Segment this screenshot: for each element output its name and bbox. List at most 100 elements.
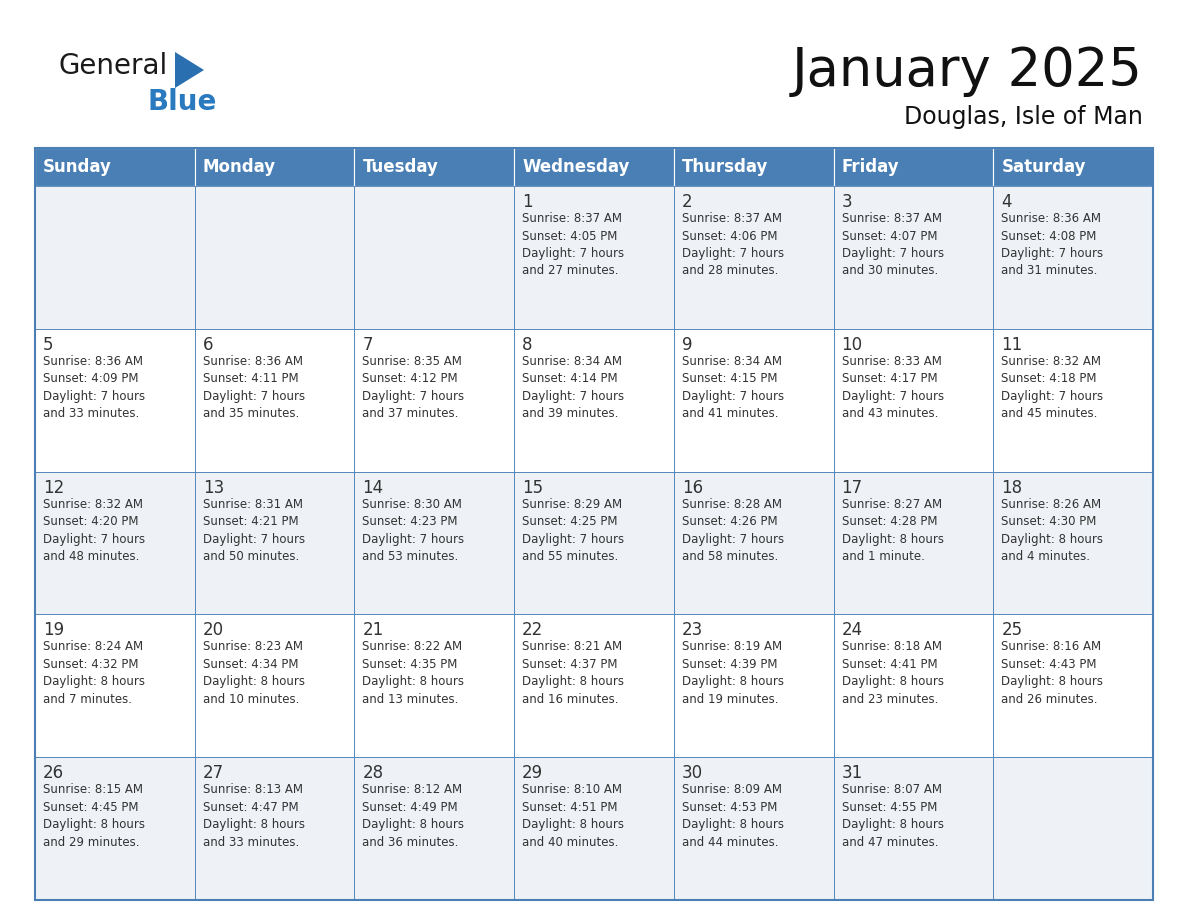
Bar xyxy=(514,148,674,186)
Text: 5: 5 xyxy=(43,336,53,353)
Text: 15: 15 xyxy=(523,478,543,497)
Bar xyxy=(834,148,993,186)
Bar xyxy=(514,329,674,472)
Text: 24: 24 xyxy=(841,621,862,640)
Text: 13: 13 xyxy=(203,478,225,497)
Text: Sunrise: 8:12 AM
Sunset: 4:49 PM
Daylight: 8 hours
and 36 minutes.: Sunrise: 8:12 AM Sunset: 4:49 PM Dayligh… xyxy=(362,783,465,849)
Bar xyxy=(34,148,1154,900)
Text: 19: 19 xyxy=(43,621,64,640)
Text: Sunrise: 8:15 AM
Sunset: 4:45 PM
Daylight: 8 hours
and 29 minutes.: Sunrise: 8:15 AM Sunset: 4:45 PM Dayligh… xyxy=(43,783,145,849)
Text: Sunrise: 8:34 AM
Sunset: 4:15 PM
Daylight: 7 hours
and 41 minutes.: Sunrise: 8:34 AM Sunset: 4:15 PM Dayligh… xyxy=(682,354,784,420)
Text: Sunrise: 8:36 AM
Sunset: 4:08 PM
Daylight: 7 hours
and 31 minutes.: Sunrise: 8:36 AM Sunset: 4:08 PM Dayligh… xyxy=(1001,212,1104,277)
Bar xyxy=(514,472,674,614)
Bar xyxy=(34,472,195,614)
Bar xyxy=(674,148,834,186)
Bar xyxy=(354,329,514,472)
Polygon shape xyxy=(175,52,204,88)
Bar xyxy=(993,757,1154,900)
Text: 2: 2 xyxy=(682,193,693,211)
Text: 4: 4 xyxy=(1001,193,1012,211)
Text: Sunrise: 8:09 AM
Sunset: 4:53 PM
Daylight: 8 hours
and 44 minutes.: Sunrise: 8:09 AM Sunset: 4:53 PM Dayligh… xyxy=(682,783,784,849)
Text: Sunrise: 8:16 AM
Sunset: 4:43 PM
Daylight: 8 hours
and 26 minutes.: Sunrise: 8:16 AM Sunset: 4:43 PM Dayligh… xyxy=(1001,641,1104,706)
Text: Sunrise: 8:37 AM
Sunset: 4:06 PM
Daylight: 7 hours
and 28 minutes.: Sunrise: 8:37 AM Sunset: 4:06 PM Dayligh… xyxy=(682,212,784,277)
Bar xyxy=(195,757,354,900)
Bar xyxy=(354,148,514,186)
Text: Sunrise: 8:24 AM
Sunset: 4:32 PM
Daylight: 8 hours
and 7 minutes.: Sunrise: 8:24 AM Sunset: 4:32 PM Dayligh… xyxy=(43,641,145,706)
Text: Sunrise: 8:21 AM
Sunset: 4:37 PM
Daylight: 8 hours
and 16 minutes.: Sunrise: 8:21 AM Sunset: 4:37 PM Dayligh… xyxy=(523,641,624,706)
Text: Sunrise: 8:28 AM
Sunset: 4:26 PM
Daylight: 7 hours
and 58 minutes.: Sunrise: 8:28 AM Sunset: 4:26 PM Dayligh… xyxy=(682,498,784,563)
Text: Sunrise: 8:36 AM
Sunset: 4:11 PM
Daylight: 7 hours
and 35 minutes.: Sunrise: 8:36 AM Sunset: 4:11 PM Dayligh… xyxy=(203,354,305,420)
Text: Sunday: Sunday xyxy=(43,158,112,176)
Bar xyxy=(674,472,834,614)
Text: 31: 31 xyxy=(841,764,862,782)
Bar xyxy=(195,472,354,614)
Text: Tuesday: Tuesday xyxy=(362,158,438,176)
Bar xyxy=(834,472,993,614)
Text: 20: 20 xyxy=(203,621,223,640)
Text: Sunrise: 8:19 AM
Sunset: 4:39 PM
Daylight: 8 hours
and 19 minutes.: Sunrise: 8:19 AM Sunset: 4:39 PM Dayligh… xyxy=(682,641,784,706)
Bar xyxy=(674,614,834,757)
Text: Sunrise: 8:18 AM
Sunset: 4:41 PM
Daylight: 8 hours
and 23 minutes.: Sunrise: 8:18 AM Sunset: 4:41 PM Dayligh… xyxy=(841,641,943,706)
Text: Sunrise: 8:37 AM
Sunset: 4:07 PM
Daylight: 7 hours
and 30 minutes.: Sunrise: 8:37 AM Sunset: 4:07 PM Dayligh… xyxy=(841,212,943,277)
Text: 23: 23 xyxy=(682,621,703,640)
Text: Sunrise: 8:32 AM
Sunset: 4:18 PM
Daylight: 7 hours
and 45 minutes.: Sunrise: 8:32 AM Sunset: 4:18 PM Dayligh… xyxy=(1001,354,1104,420)
Bar xyxy=(834,614,993,757)
Text: Blue: Blue xyxy=(148,88,217,116)
Text: 11: 11 xyxy=(1001,336,1023,353)
Text: 1: 1 xyxy=(523,193,532,211)
Bar xyxy=(993,472,1154,614)
Bar xyxy=(674,757,834,900)
Text: 25: 25 xyxy=(1001,621,1023,640)
Text: Sunrise: 8:31 AM
Sunset: 4:21 PM
Daylight: 7 hours
and 50 minutes.: Sunrise: 8:31 AM Sunset: 4:21 PM Dayligh… xyxy=(203,498,305,563)
Text: 26: 26 xyxy=(43,764,64,782)
Text: 12: 12 xyxy=(43,478,64,497)
Bar xyxy=(354,186,514,329)
Text: 17: 17 xyxy=(841,478,862,497)
Text: Sunrise: 8:37 AM
Sunset: 4:05 PM
Daylight: 7 hours
and 27 minutes.: Sunrise: 8:37 AM Sunset: 4:05 PM Dayligh… xyxy=(523,212,624,277)
Text: Douglas, Isle of Man: Douglas, Isle of Man xyxy=(904,105,1143,129)
Bar xyxy=(195,186,354,329)
Text: 9: 9 xyxy=(682,336,693,353)
Bar xyxy=(993,614,1154,757)
Bar xyxy=(354,614,514,757)
Text: Monday: Monday xyxy=(203,158,276,176)
Bar xyxy=(993,186,1154,329)
Text: Sunrise: 8:07 AM
Sunset: 4:55 PM
Daylight: 8 hours
and 47 minutes.: Sunrise: 8:07 AM Sunset: 4:55 PM Dayligh… xyxy=(841,783,943,849)
Text: 3: 3 xyxy=(841,193,852,211)
Text: 10: 10 xyxy=(841,336,862,353)
Bar xyxy=(34,148,195,186)
Bar xyxy=(34,186,195,329)
Text: 6: 6 xyxy=(203,336,213,353)
Text: Sunrise: 8:26 AM
Sunset: 4:30 PM
Daylight: 8 hours
and 4 minutes.: Sunrise: 8:26 AM Sunset: 4:30 PM Dayligh… xyxy=(1001,498,1104,563)
Text: 28: 28 xyxy=(362,764,384,782)
Bar xyxy=(674,186,834,329)
Bar xyxy=(514,186,674,329)
Text: General: General xyxy=(58,52,168,80)
Text: Friday: Friday xyxy=(841,158,899,176)
Text: Sunrise: 8:22 AM
Sunset: 4:35 PM
Daylight: 8 hours
and 13 minutes.: Sunrise: 8:22 AM Sunset: 4:35 PM Dayligh… xyxy=(362,641,465,706)
Text: 21: 21 xyxy=(362,621,384,640)
Bar xyxy=(354,472,514,614)
Bar xyxy=(993,148,1154,186)
Text: 16: 16 xyxy=(682,478,703,497)
Text: 27: 27 xyxy=(203,764,223,782)
Bar xyxy=(354,757,514,900)
Bar xyxy=(834,757,993,900)
Text: 18: 18 xyxy=(1001,478,1023,497)
Text: Sunrise: 8:30 AM
Sunset: 4:23 PM
Daylight: 7 hours
and 53 minutes.: Sunrise: 8:30 AM Sunset: 4:23 PM Dayligh… xyxy=(362,498,465,563)
Bar xyxy=(834,329,993,472)
Text: 22: 22 xyxy=(523,621,543,640)
Bar xyxy=(514,757,674,900)
Bar xyxy=(514,614,674,757)
Bar xyxy=(993,329,1154,472)
Text: Sunrise: 8:29 AM
Sunset: 4:25 PM
Daylight: 7 hours
and 55 minutes.: Sunrise: 8:29 AM Sunset: 4:25 PM Dayligh… xyxy=(523,498,624,563)
Bar xyxy=(195,148,354,186)
Text: Thursday: Thursday xyxy=(682,158,769,176)
Bar xyxy=(34,329,195,472)
Bar xyxy=(34,614,195,757)
Bar xyxy=(834,186,993,329)
Text: Sunrise: 8:32 AM
Sunset: 4:20 PM
Daylight: 7 hours
and 48 minutes.: Sunrise: 8:32 AM Sunset: 4:20 PM Dayligh… xyxy=(43,498,145,563)
Text: Sunrise: 8:33 AM
Sunset: 4:17 PM
Daylight: 7 hours
and 43 minutes.: Sunrise: 8:33 AM Sunset: 4:17 PM Dayligh… xyxy=(841,354,943,420)
Text: Sunrise: 8:27 AM
Sunset: 4:28 PM
Daylight: 8 hours
and 1 minute.: Sunrise: 8:27 AM Sunset: 4:28 PM Dayligh… xyxy=(841,498,943,563)
Text: Wednesday: Wednesday xyxy=(523,158,630,176)
